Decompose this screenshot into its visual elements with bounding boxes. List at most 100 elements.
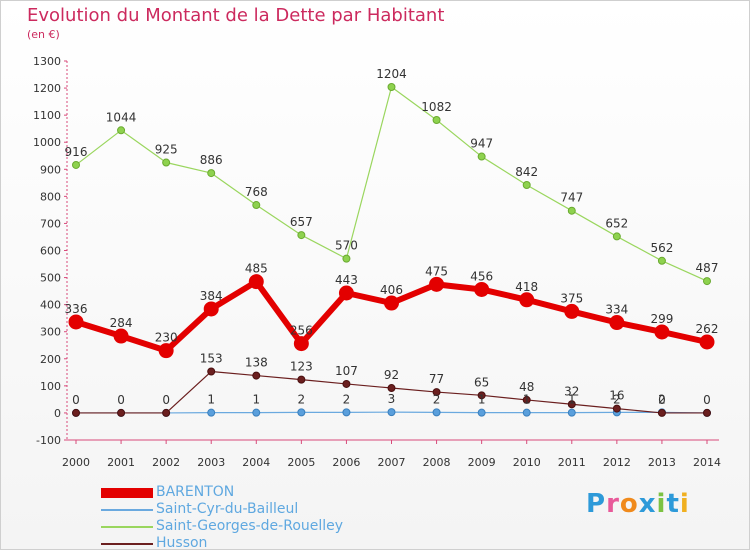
data-label-saint-georges-de-rouelley: 842 — [515, 165, 538, 179]
data-point-saint-cyr-du-bailleul — [522, 408, 531, 417]
x-tick-label: 2000 — [62, 456, 90, 469]
data-point-saint-cyr-du-bailleul — [567, 408, 576, 417]
data-label-saint-georges-de-rouelley: 1082 — [421, 100, 452, 114]
data-point-barenton — [519, 292, 535, 308]
y-tick-label: 0 — [54, 407, 61, 420]
legend-swatch — [101, 543, 153, 545]
brand-letter: P — [586, 489, 607, 519]
chart-subtitle: (en €) — [27, 28, 60, 41]
data-label-saint-georges-de-rouelley: 657 — [290, 215, 313, 229]
data-label-barenton: 384 — [200, 289, 223, 303]
data-point-husson — [612, 404, 621, 413]
data-point-saint-georges-de-rouelley — [342, 254, 351, 263]
y-tick-label: 300 — [40, 326, 61, 339]
data-point-barenton — [293, 336, 309, 352]
data-point-husson — [207, 367, 216, 376]
data-label-barenton: 406 — [380, 283, 403, 297]
x-tick-label: 2009 — [468, 456, 496, 469]
chart-axes: -100010020030040050060070080090010001100… — [33, 55, 721, 469]
data-point-saint-georges-de-rouelley — [477, 152, 486, 161]
y-tick-label: 500 — [40, 272, 61, 285]
data-label-saint-cyr-du-bailleul: 1 — [478, 393, 486, 407]
data-point-saint-cyr-du-bailleul — [477, 408, 486, 417]
data-label-saint-georges-de-rouelley: 570 — [335, 239, 358, 253]
data-point-barenton — [113, 328, 129, 344]
data-point-saint-cyr-du-bailleul — [342, 408, 351, 417]
y-tick-label: 700 — [40, 217, 61, 230]
y-tick-label: -100 — [36, 434, 61, 447]
brand-letter: i — [679, 489, 690, 519]
data-point-husson — [522, 395, 531, 404]
data-label-saint-cyr-du-bailleul: 1 — [252, 393, 260, 407]
data-label-husson: 65 — [474, 375, 489, 389]
data-point-husson — [117, 408, 126, 417]
x-tick-label: 2003 — [197, 456, 225, 469]
chart-title: Evolution du Montant de la Dette par Hab… — [27, 5, 445, 26]
data-label-husson: 32 — [564, 384, 579, 398]
data-point-husson — [72, 408, 80, 417]
data-point-saint-georges-de-rouelley — [567, 206, 576, 215]
x-tick-label: 2002 — [152, 456, 180, 469]
data-point-saint-georges-de-rouelley — [657, 256, 666, 265]
data-label-saint-georges-de-rouelley: 925 — [155, 143, 178, 157]
legend-swatch — [101, 526, 153, 528]
y-tick-label: 200 — [40, 353, 61, 366]
data-point-barenton — [654, 324, 670, 340]
data-label-barenton: 443 — [335, 273, 358, 287]
data-point-saint-georges-de-rouelley — [72, 160, 80, 169]
data-label-husson: 0 — [703, 393, 711, 407]
legend-label: Saint-Georges-de-Rouelley — [156, 518, 344, 534]
data-point-saint-georges-de-rouelley — [612, 232, 621, 241]
data-label-barenton: 475 — [425, 264, 448, 278]
data-point-saint-cyr-du-bailleul — [207, 408, 216, 417]
data-label-saint-cyr-du-bailleul: 2 — [298, 392, 306, 406]
data-point-barenton — [203, 301, 219, 317]
data-label-barenton: 456 — [470, 269, 493, 283]
data-point-husson — [477, 391, 486, 400]
data-point-barenton — [564, 303, 580, 319]
data-label-barenton: 299 — [650, 312, 673, 326]
data-label-saint-georges-de-rouelley: 652 — [605, 216, 628, 230]
data-label-barenton: 256 — [290, 324, 313, 338]
data-point-barenton — [429, 276, 445, 292]
data-point-saint-georges-de-rouelley — [207, 169, 216, 178]
data-label-saint-georges-de-rouelley: 947 — [470, 137, 493, 151]
data-label-husson: 48 — [519, 380, 534, 394]
data-point-barenton — [384, 295, 399, 311]
data-point-barenton — [699, 334, 715, 350]
data-label-husson: 123 — [290, 360, 313, 374]
data-point-barenton — [68, 314, 84, 330]
brand-letter: x — [638, 489, 657, 519]
x-tick-label: 2011 — [558, 456, 586, 469]
data-point-husson — [252, 371, 261, 380]
data-label-husson: 0 — [72, 393, 80, 407]
data-label-saint-cyr-du-bailleul: 2 — [433, 392, 441, 406]
y-tick-label: 100 — [40, 380, 61, 393]
data-point-saint-georges-de-rouelley — [703, 277, 711, 286]
y-tick-label: 1000 — [33, 136, 61, 149]
chart-series — [68, 82, 715, 417]
data-point-barenton — [338, 285, 354, 301]
data-label-saint-georges-de-rouelley: 886 — [200, 153, 223, 167]
data-label-barenton: 230 — [155, 331, 178, 345]
data-point-saint-georges-de-rouelley — [297, 231, 306, 240]
data-label-saint-cyr-du-bailleul: 2 — [613, 392, 621, 406]
series-line-saint-georges-de-rouelley — [75, 86, 708, 282]
data-point-saint-cyr-du-bailleul — [252, 408, 261, 417]
legend-swatch — [101, 488, 153, 498]
data-label-husson: 107 — [335, 364, 358, 378]
data-label-saint-georges-de-rouelley: 1204 — [376, 67, 407, 81]
data-label-husson: 153 — [200, 352, 223, 366]
data-point-barenton — [609, 315, 625, 331]
data-label-saint-georges-de-rouelley: 487 — [696, 261, 719, 275]
data-point-saint-georges-de-rouelley — [252, 201, 261, 210]
brand-letter: o — [619, 489, 639, 519]
x-tick-label: 2004 — [242, 456, 270, 469]
data-point-saint-georges-de-rouelley — [117, 126, 126, 135]
data-label-husson: 0 — [658, 393, 666, 407]
y-tick-label: 400 — [40, 299, 61, 312]
data-point-saint-georges-de-rouelley — [162, 158, 171, 167]
data-label-saint-georges-de-rouelley: 747 — [560, 191, 583, 205]
data-label-husson: 16 — [609, 389, 624, 403]
